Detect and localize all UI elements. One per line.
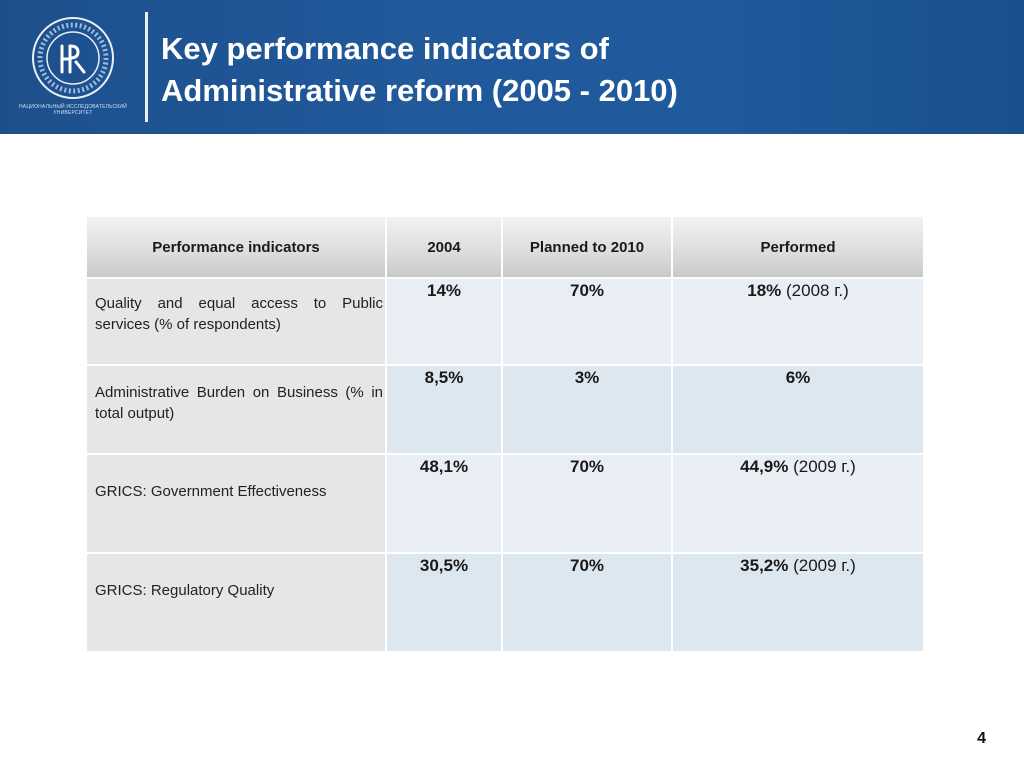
value-2004-cell: 30,5% bbox=[385, 552, 503, 653]
value-planned-cell: 70% bbox=[501, 277, 673, 366]
slide-header: НАЦИОНАЛЬНЫЙ ИССЛЕДОВАТЕЛЬСКИЙ УНИВЕРСИТ… bbox=[0, 0, 1024, 134]
page-number: 4 bbox=[977, 730, 986, 747]
value-2004-cell: 48,1% bbox=[385, 453, 503, 554]
column-header-indicators: Performance indicators bbox=[85, 215, 387, 279]
value-2004-cell: 14% bbox=[385, 277, 503, 366]
title-line-2: Administrative reform (2005 - 2010) bbox=[161, 73, 678, 108]
value-performed-cell: 18% (2008 г.) bbox=[671, 277, 925, 366]
value-planned-cell: 3% bbox=[501, 364, 673, 455]
value-2004-cell: 8,5% bbox=[385, 364, 503, 455]
indicator-cell: Administrative Burden on Business (% in … bbox=[85, 364, 387, 455]
indicator-cell: GRICS: Regulatory Quality bbox=[85, 552, 387, 653]
table-row: Administrative Burden on Business (% in … bbox=[85, 364, 925, 455]
table-header-row: Performance indicators 2004 Planned to 2… bbox=[85, 215, 925, 279]
column-header-2004: 2004 bbox=[385, 215, 503, 279]
table-row: GRICS: Regulatory Quality 30,5% 70% 35,2… bbox=[85, 552, 925, 653]
kpi-table: Performance indicators 2004 Planned to 2… bbox=[85, 215, 925, 653]
table-row: Quality and equal access to Public servi… bbox=[85, 277, 925, 366]
value-planned-cell: 70% bbox=[501, 453, 673, 554]
title-line-1: Key performance indicators of bbox=[161, 31, 609, 66]
column-header-performed: Performed bbox=[671, 215, 925, 279]
column-header-planned: Planned to 2010 bbox=[501, 215, 673, 279]
indicator-cell: Quality and equal access to Public servi… bbox=[85, 277, 387, 366]
university-seal-icon bbox=[32, 17, 114, 99]
slide-title: Key performance indicators of Administra… bbox=[161, 28, 1001, 112]
value-performed-cell: 35,2% (2009 г.) bbox=[671, 552, 925, 653]
logo-caption: НАЦИОНАЛЬНЫЙ ИССЛЕДОВАТЕЛЬСКИЙ УНИВЕРСИТ… bbox=[19, 104, 127, 116]
university-logo: НАЦИОНАЛЬНЫЙ ИССЛЕДОВАТЕЛЬСКИЙ УНИВЕРСИТ… bbox=[18, 12, 128, 124]
value-performed-cell: 6% bbox=[671, 364, 925, 455]
value-planned-cell: 70% bbox=[501, 552, 673, 653]
indicator-cell: GRICS: Government Effectiveness bbox=[85, 453, 387, 554]
table-row: GRICS: Government Effectiveness 48,1% 70… bbox=[85, 453, 925, 554]
value-performed-cell: 44,9% (2009 г.) bbox=[671, 453, 925, 554]
header-divider bbox=[145, 12, 148, 122]
